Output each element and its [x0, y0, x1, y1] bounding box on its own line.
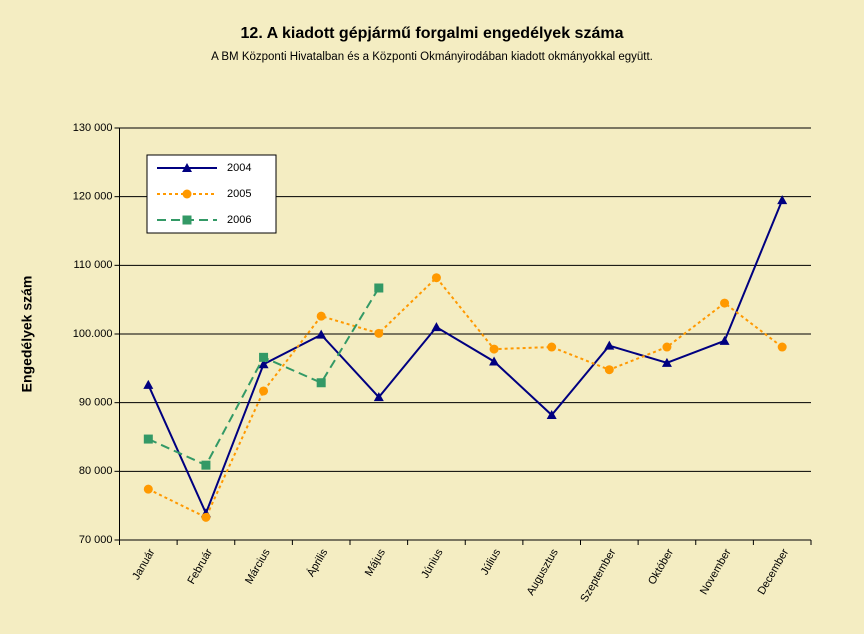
y-tick-label: 70 000: [79, 534, 113, 546]
chart-subtitle: A BM Központi Hivatalban és a Központi O…: [211, 51, 653, 63]
marker: [259, 386, 269, 396]
legend-label: 2004: [227, 162, 251, 174]
y-tick-label: 80 000: [79, 465, 113, 477]
marker: [316, 311, 326, 321]
y-axis-label: Engedélyek szám: [19, 276, 35, 393]
marker: [374, 283, 384, 293]
marker: [720, 298, 730, 308]
marker: [201, 512, 211, 522]
chart-title: 12. A kiadott gépjármű forgalmi engedély…: [241, 25, 624, 42]
marker: [489, 344, 499, 354]
marker: [373, 392, 384, 402]
y-tick-label: 90 000: [79, 397, 113, 409]
marker: [547, 342, 557, 352]
marker: [316, 378, 326, 388]
y-tick-label: 130 000: [73, 122, 113, 134]
marker: [182, 163, 192, 172]
marker: [258, 359, 269, 369]
marker: [604, 340, 615, 350]
y-tick-label: 110 000: [74, 259, 113, 271]
marker: [143, 379, 154, 389]
marker: [143, 434, 153, 444]
marker: [201, 460, 211, 470]
marker: [431, 322, 442, 332]
marker: [719, 335, 730, 345]
marker: [182, 189, 192, 199]
marker: [182, 215, 192, 225]
marker: [316, 329, 327, 339]
marker: [777, 342, 787, 352]
marker: [259, 352, 269, 362]
marker: [661, 357, 672, 367]
legend-label: 2006: [227, 214, 251, 226]
marker: [489, 356, 500, 366]
y-tick-label: 100.000: [73, 328, 113, 340]
series-line: [147, 199, 784, 516]
marker: [374, 328, 384, 338]
marker: [546, 410, 557, 420]
marker: [143, 484, 153, 494]
marker: [777, 195, 788, 205]
marker: [431, 273, 441, 283]
marker: [604, 365, 614, 375]
y-tick-label: 120 000: [73, 191, 113, 203]
marker: [662, 342, 672, 352]
legend-label: 2005: [227, 188, 251, 200]
